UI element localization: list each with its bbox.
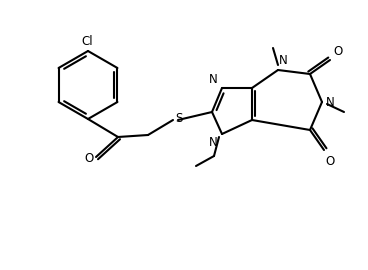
Text: O: O bbox=[84, 153, 93, 166]
Text: N: N bbox=[326, 96, 335, 109]
Text: N: N bbox=[209, 73, 218, 86]
Text: O: O bbox=[325, 155, 334, 168]
Text: S: S bbox=[175, 113, 183, 126]
Text: N: N bbox=[279, 54, 288, 67]
Text: N: N bbox=[209, 136, 218, 149]
Text: Cl: Cl bbox=[81, 35, 93, 48]
Text: O: O bbox=[333, 45, 342, 58]
